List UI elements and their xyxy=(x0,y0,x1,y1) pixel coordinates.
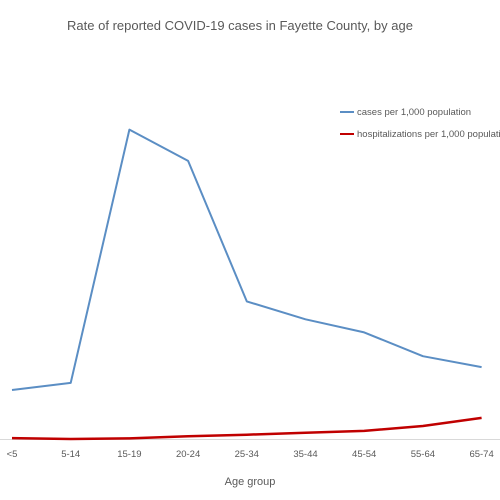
x-tick-label: 65-74 xyxy=(469,449,493,460)
x-tick-label: 25-34 xyxy=(235,449,259,460)
chart-title: Rate of reported COVID-19 cases in Fayet… xyxy=(67,18,413,33)
series-line-cases xyxy=(11,128,482,391)
x-tick-label: 35-44 xyxy=(293,449,317,460)
legend-item-hospitalizations: hospitalizations per 1,000 population xyxy=(340,123,500,145)
x-axis-label: Age group xyxy=(224,476,276,488)
legend-swatch-hospitalizations xyxy=(340,132,354,136)
series-line-hospitalizations xyxy=(11,416,482,441)
legend: cases per 1,000 population hospitalizati… xyxy=(340,101,500,145)
x-tick-label: 45-54 xyxy=(352,449,376,460)
x-tick-label: 15-19 xyxy=(117,449,141,460)
legend-label-hospitalizations: hospitalizations per 1,000 population xyxy=(357,128,500,140)
x-tick-label: 55-64 xyxy=(411,449,435,460)
legend-item-cases: cases per 1,000 population xyxy=(340,101,500,123)
x-tick-label: <5 xyxy=(7,449,18,460)
x-tick-label: 5-14 xyxy=(61,449,80,460)
x-tick-labels: <5 5-14 15-19 20-24 25-34 35-44 45-54 55-64 65-7… xyxy=(7,449,494,460)
x-tick-label: 20-24 xyxy=(176,449,200,460)
series-layer xyxy=(11,128,482,441)
legend-label-cases: cases per 1,000 population xyxy=(357,106,472,118)
legend-swatch-cases xyxy=(340,111,354,113)
